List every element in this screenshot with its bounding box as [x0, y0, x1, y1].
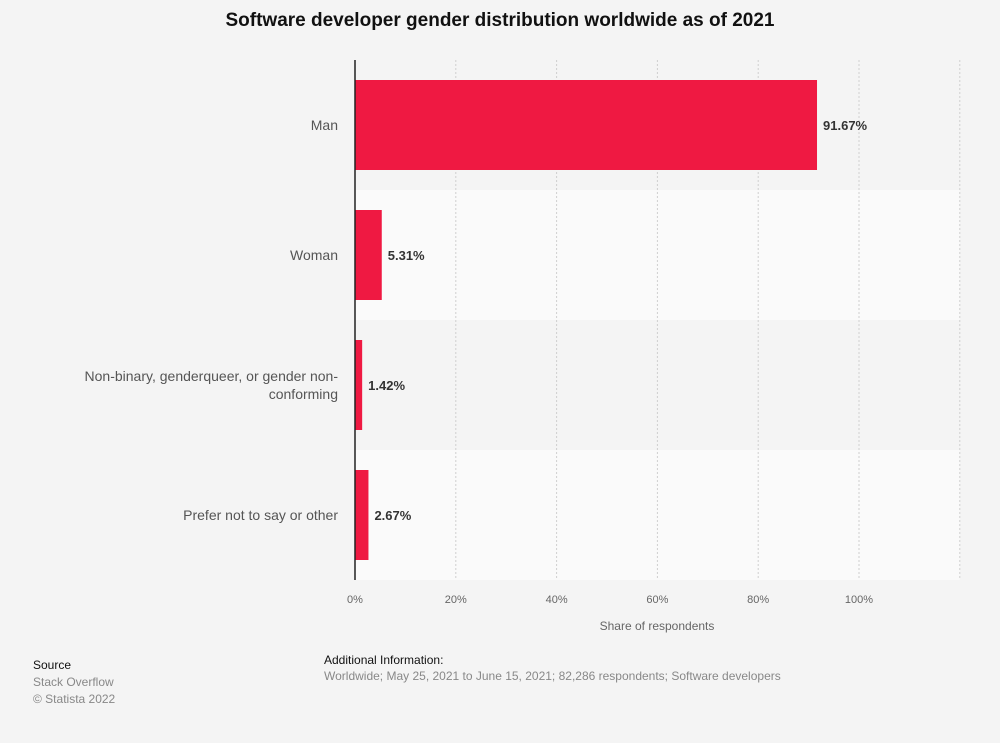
copyright: © Statista 2022: [33, 692, 116, 706]
x-axis-title: Share of respondents: [600, 619, 715, 633]
data-label: 91.67%: [823, 118, 868, 133]
x-tick-label: 100%: [845, 594, 873, 606]
x-tick-label: 0%: [347, 594, 363, 606]
source-heading: Source: [33, 658, 72, 672]
category-label: Prefer not to say or other: [183, 507, 338, 523]
bar: [355, 80, 818, 170]
x-tick-label: 20%: [445, 594, 467, 606]
x-tick-label: 80%: [747, 594, 769, 606]
source-name: Stack Overflow: [33, 675, 114, 689]
data-label: 2.67%: [374, 508, 411, 523]
category-label: Man: [311, 117, 338, 133]
bar: [355, 340, 363, 430]
data-label: 5.31%: [388, 248, 425, 263]
chart-title: Software developer gender distribution w…: [225, 10, 775, 31]
x-tick-label: 60%: [646, 594, 668, 606]
bar: [355, 210, 382, 300]
category-label: conforming: [269, 386, 338, 402]
data-label: 1.42%: [368, 378, 405, 393]
x-tick-label: 40%: [546, 594, 568, 606]
row-band: [355, 190, 960, 320]
additional-info-heading: Additional Information:: [324, 653, 444, 667]
bar: [355, 470, 369, 560]
row-band: [355, 450, 960, 580]
bar-chart: 0% 20% 40% 60% 80% 100% 91.67% Man 5.31% Woman 1.4…: [85, 60, 961, 633]
category-label: Woman: [290, 247, 338, 263]
additional-info-text: Worldwide; May 25, 2021 to June 15, 2021…: [324, 669, 781, 683]
category-label: Non-binary, genderqueer, or gender non-: [85, 368, 339, 384]
